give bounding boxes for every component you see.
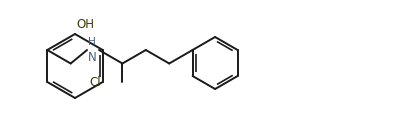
- Text: OH: OH: [76, 18, 94, 31]
- Text: N: N: [88, 51, 96, 64]
- Text: Cl: Cl: [89, 75, 101, 89]
- Text: H: H: [88, 37, 96, 47]
